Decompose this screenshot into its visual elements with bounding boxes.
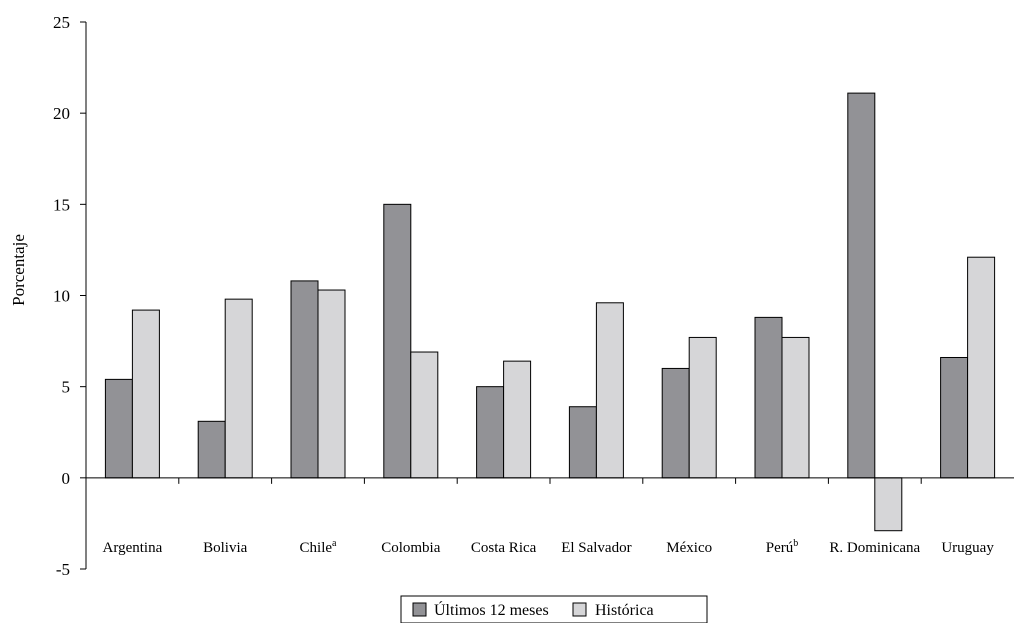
bar-r-dominicana-ultimos-12-meses	[847, 92, 876, 479]
category-label-peru: Perúb	[766, 538, 799, 556]
legend-swatch-historica	[572, 602, 587, 617]
legend-box	[400, 595, 708, 623]
category-label-mexico: México	[666, 540, 712, 556]
bar-peru-ultimos-12-meses	[754, 316, 783, 479]
bars	[104, 92, 996, 532]
legend-label-ultimos-12-meses: Últimos 12 meses	[434, 600, 549, 619]
bar-costa-rica-historica	[503, 360, 532, 479]
legend-swatch-ultimos-12-meses	[412, 602, 427, 617]
bar-uruguay-historica	[967, 256, 996, 479]
bar-chile-historica	[317, 289, 346, 479]
legend-label-historica: Histórica	[595, 602, 654, 619]
category-label-argentina: Argentina	[103, 540, 163, 556]
bar-argentina-ultimos-12-meses	[104, 378, 133, 479]
bar-bolivia-historica	[224, 298, 253, 479]
category-label-costa-rica: Costa Rica	[471, 540, 537, 556]
category-label-colombia: Colombia	[381, 540, 441, 556]
y-tick-label: 10	[53, 287, 70, 306]
bar-mexico-historica	[688, 336, 717, 479]
category-label-uruguay: Uruguay	[941, 540, 994, 556]
y-tick-label: 0	[62, 469, 71, 488]
bar-uruguay-ultimos-12-meses	[940, 356, 969, 479]
y-axis: -5 0 5 10 15 20 25	[53, 13, 87, 579]
y-tick-label: 5	[62, 378, 71, 397]
bar-colombia-ultimos-12-meses	[383, 203, 412, 479]
y-tick-label: 25	[53, 13, 70, 32]
legend: Últimos 12 meses Histórica	[400, 595, 708, 623]
bar-bolivia-ultimos-12-meses	[197, 420, 226, 479]
bar-mexico-ultimos-12-meses	[661, 367, 690, 479]
y-tick-label: 20	[53, 104, 70, 123]
bar-costa-rica-ultimos-12-meses	[476, 386, 505, 479]
bar-peru-historica	[781, 336, 810, 479]
bar-argentina-historica	[131, 309, 160, 479]
y-axis-title: Porcentaje	[9, 234, 28, 306]
category-label-chile: Chilea	[300, 538, 338, 556]
category-label-el-salvador: El Salvador	[561, 540, 631, 556]
category-label-r-dominicana: R. Dominicana	[829, 540, 920, 556]
bar-el-salvador-historica	[595, 302, 624, 479]
y-tick-label: -5	[56, 560, 70, 579]
bar-el-salvador-ultimos-12-meses	[568, 406, 597, 479]
category-label-bolivia: Bolivia	[203, 540, 248, 556]
bar-chile-ultimos-12-meses	[290, 280, 319, 479]
bar-r-dominicana-historica	[874, 477, 903, 532]
category-labels: Argentina Bolivia Chilea Colombia Costa Rica…	[103, 538, 995, 556]
x-axis	[86, 477, 1014, 484]
bar-colombia-historica	[410, 351, 439, 479]
y-tick-label: 15	[53, 195, 70, 214]
